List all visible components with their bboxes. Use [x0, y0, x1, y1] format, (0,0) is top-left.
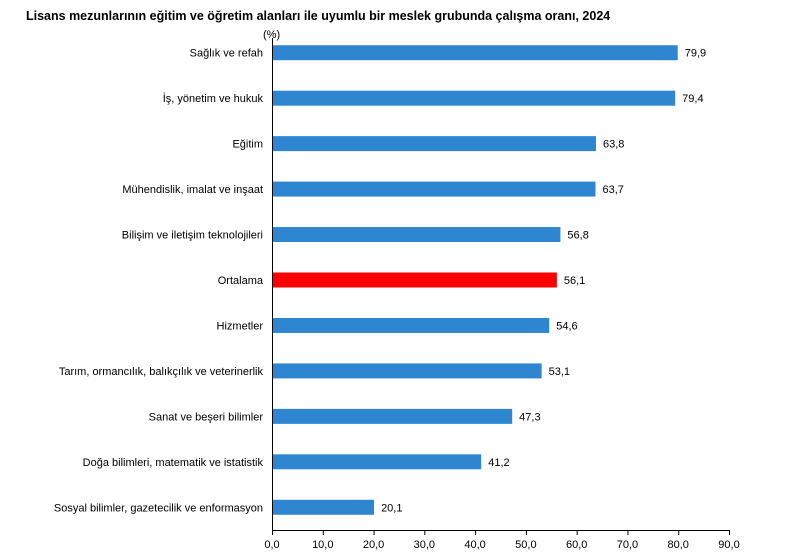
bar: [272, 272, 557, 288]
bar: [272, 499, 375, 515]
x-tick-label: 60,0: [566, 539, 587, 551]
category-label: Eğitim: [232, 139, 263, 151]
category-label: Hizmetler: [217, 320, 264, 332]
x-tick-label: 0,0: [264, 539, 279, 551]
category-label: Tarım, ormancılık, balıkçılık ve veterin…: [59, 366, 264, 378]
data-label: 47,3: [519, 411, 540, 423]
bar: [272, 90, 676, 106]
data-label: 56,1: [564, 275, 585, 287]
bar: [272, 45, 678, 61]
bar: [272, 454, 482, 470]
x-tick-label: 50,0: [515, 539, 536, 551]
data-label: 54,6: [556, 320, 577, 332]
bar: [272, 363, 542, 379]
data-label: 63,8: [603, 139, 624, 151]
x-tick-label: 20,0: [363, 539, 384, 551]
data-label: 41,2: [488, 457, 509, 469]
category-label: İş, yönetim ve hukuk: [163, 92, 264, 105]
x-tick-label: 30,0: [414, 539, 435, 551]
unit-label: (%): [263, 29, 281, 41]
bar: [272, 136, 596, 152]
category-label: Sanat ve beşeri bilimler: [149, 411, 264, 423]
bar: [272, 317, 550, 333]
bar: [272, 181, 596, 197]
data-label: 56,8: [567, 230, 588, 242]
category-label: Mühendislik, imalat ve inşaat: [122, 184, 263, 196]
data-label: 20,1: [381, 502, 402, 514]
data-label: 63,7: [602, 184, 623, 196]
data-label: 53,1: [549, 366, 570, 378]
category-label: Doğa bilimleri, matematik ve istatistik: [83, 457, 264, 469]
x-tick-label: 80,0: [668, 539, 689, 551]
x-tick-label: 40,0: [464, 539, 485, 551]
bar: [272, 408, 513, 424]
data-label: 79,4: [682, 93, 703, 105]
category-label: Sağlık ve refah: [190, 48, 263, 60]
x-tick-label: 90,0: [718, 539, 739, 551]
data-label: 79,9: [685, 48, 706, 60]
category-label: Bilişim ve iletişim teknolojileri: [122, 230, 263, 242]
bar: [272, 227, 561, 243]
category-label: Ortalama: [218, 275, 264, 287]
x-tick-label: 10,0: [312, 539, 333, 551]
chart-title: Lisans mezunlarının eğitim ve öğretim al…: [26, 9, 611, 23]
category-label: Sosyal bilimler, gazetecilik ve enformas…: [54, 502, 263, 514]
x-tick-label: 70,0: [617, 539, 638, 551]
